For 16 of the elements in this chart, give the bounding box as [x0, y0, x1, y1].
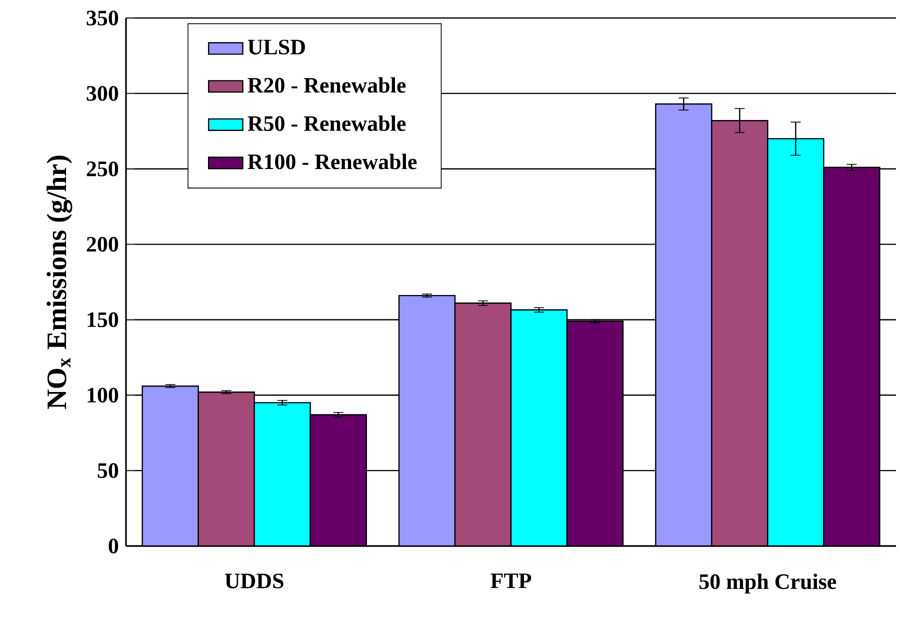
- y-axis-title: NO$_{x}$ Emissions (g/hr): [46, 156, 72, 409]
- y-tick-label: 250: [86, 161, 118, 176]
- y-tick-label: 150: [88, 312, 118, 328]
- y-tick-label: 200: [86, 236, 118, 252]
- y-tick-label: 350: [86, 10, 118, 26]
- y-tick-label: 300: [86, 86, 118, 101]
- x-tick-label: FTP: [490, 574, 532, 588]
- x-tick-label: UDDS: [224, 574, 284, 588]
- y-tick-label: 50: [98, 463, 118, 478]
- y-tick-label: 100: [88, 388, 118, 403]
- x-tick-label: 50 mph Cruise: [699, 574, 836, 594]
- legend-label: R100 - Renewable: [248, 154, 417, 170]
- legend-label: ULSD: [248, 40, 305, 54]
- legend-label: R20 - Renewable: [248, 77, 406, 93]
- y-tick-label: 0: [108, 538, 118, 554]
- legend-label: R50 - Renewable: [248, 116, 406, 131]
